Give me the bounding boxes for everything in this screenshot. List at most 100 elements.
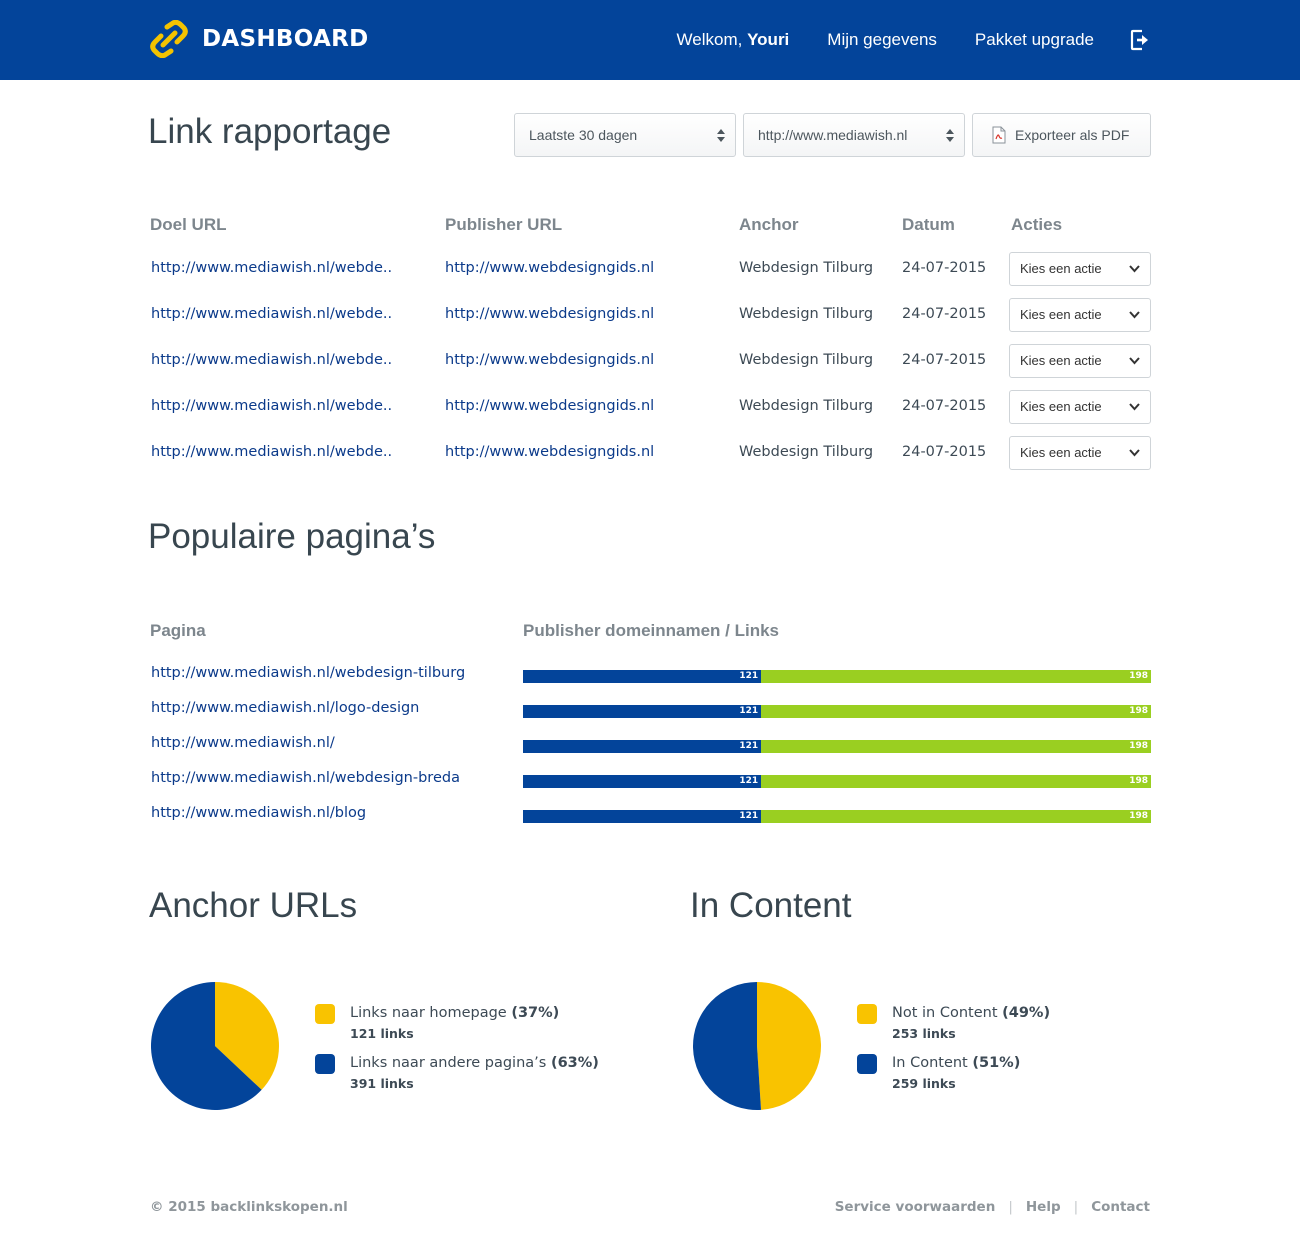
popular-page-link[interactable]: http://www.mediawish.nl/webdesign-tilbur… — [151, 665, 466, 681]
nav-mijn-gegevens[interactable]: Mijn gegevens — [827, 30, 937, 49]
legend-label-other-pages: Links naar andere pagina’s (63%) — [350, 1055, 599, 1071]
anchor-text: Webdesign Tilburg — [739, 260, 874, 276]
pie-slice — [151, 982, 262, 1110]
legend-label-not-in-content: Not in Content (49%) — [892, 1005, 1050, 1021]
popular-page-link[interactable]: http://www.mediawish.nl/blog — [151, 805, 367, 821]
action-select-value: Kies een actie — [1020, 353, 1102, 368]
publisher-url-link[interactable]: http://www.webdesigngids.nl — [445, 306, 655, 322]
footer-copyright: © 2015 backlinkskopen.nl — [150, 1199, 348, 1215]
chevron-down-icon — [1129, 449, 1140, 457]
doel-url-link[interactable]: http://www.mediawish.nl/webde.. — [151, 352, 393, 368]
chevron-down-icon — [1129, 403, 1140, 411]
links-count-label: 198 — [1129, 811, 1148, 821]
links-bar-segment: 198 — [761, 775, 1151, 788]
date-text: 24-07-2015 — [902, 398, 987, 414]
doel-url-link[interactable]: http://www.mediawish.nl/webde.. — [151, 260, 393, 276]
action-select-value: Kies een actie — [1020, 445, 1102, 460]
legend-count-homepage: 121 links — [350, 1026, 414, 1041]
doel-url-link[interactable]: http://www.mediawish.nl/webde.. — [151, 444, 393, 460]
column-header-publisher-url: Publisher URL — [445, 215, 563, 234]
domains-links-bar: 121 198 — [523, 810, 1151, 823]
action-select[interactable]: Kies een actie — [1009, 344, 1151, 378]
domains-count-label: 121 — [739, 671, 759, 681]
column-header-publisher-domains-links: Publisher domeinnamen / Links — [523, 621, 779, 640]
legend-swatch-in-content — [857, 1054, 877, 1074]
logout-icon[interactable] — [1130, 29, 1150, 51]
export-pdf-label: Exporteer als PDF — [1015, 127, 1130, 143]
footer-separator: | — [1073, 1199, 1079, 1215]
legend-swatch-homepage — [315, 1004, 335, 1024]
domains-bar-segment: 121 — [523, 775, 762, 788]
action-select[interactable]: Kies een actie — [1009, 390, 1151, 424]
link-report-title: Link rapportage — [148, 112, 392, 151]
legend-text: Links naar homepage — [350, 1005, 507, 1021]
site-select[interactable]: http://www.mediawish.nl — [743, 113, 965, 157]
welcome-user[interactable]: Welkom, Youri — [677, 30, 790, 50]
nav-pakket-upgrade[interactable]: Pakket upgrade — [974, 30, 1094, 49]
action-select[interactable]: Kies een actie — [1009, 298, 1151, 332]
chevron-down-icon — [1129, 357, 1140, 365]
domains-count-label: 121 — [739, 811, 759, 821]
popular-page-link[interactable]: http://www.mediawish.nl/logo-design — [151, 700, 420, 716]
export-pdf-button[interactable]: Exporteer als PDF — [972, 113, 1151, 157]
column-header-datum: Datum — [902, 215, 955, 234]
publisher-url-link[interactable]: http://www.webdesigngids.nl — [445, 352, 655, 368]
footer-link-help[interactable]: Help — [1025, 1199, 1061, 1215]
publisher-url-link[interactable]: http://www.webdesigngids.nl — [445, 398, 655, 414]
legend-text: Not in Content — [892, 1005, 998, 1021]
legend-swatch-other-pages — [315, 1054, 335, 1074]
select-arrows-icon — [717, 129, 725, 142]
date-text: 24-07-2015 — [902, 352, 987, 368]
anchor-text: Webdesign Tilburg — [739, 352, 874, 368]
period-select-value: Laatste 30 dagen — [529, 127, 638, 143]
domains-count-label: 121 — [739, 706, 759, 716]
chevron-down-icon — [1129, 265, 1140, 273]
links-bar-segment: 198 — [761, 670, 1151, 683]
domains-links-bar: 121 198 — [523, 740, 1151, 753]
column-header-acties: Acties — [1011, 215, 1063, 234]
legend-percent: (63%) — [550, 1055, 599, 1071]
welcome-prefix: Welkom, — [676, 30, 748, 49]
brand-title: DASHBOARD — [202, 26, 369, 52]
links-bar-segment: 198 — [761, 810, 1151, 823]
top-navigation-bar: DASHBOARD Welkom, Youri Mijn gegevens Pa… — [0, 0, 1300, 80]
domains-bar-segment: 121 — [523, 670, 762, 683]
column-header-doel-url: Doel URL — [150, 215, 227, 234]
select-arrows-icon — [946, 129, 954, 142]
date-text: 24-07-2015 — [902, 306, 987, 322]
brand[interactable]: DASHBOARD — [150, 20, 368, 58]
legend-percent: (49%) — [1002, 1005, 1051, 1021]
period-select[interactable]: Laatste 30 dagen — [514, 113, 736, 157]
domains-bar-segment: 121 — [523, 705, 762, 718]
popular-pages-title: Populaire pagina’s — [148, 517, 436, 556]
publisher-url-link[interactable]: http://www.webdesigngids.nl — [445, 260, 655, 276]
links-bar-segment: 198 — [761, 740, 1151, 753]
popular-page-link[interactable]: http://www.mediawish.nl/webdesign-breda — [151, 770, 460, 786]
chevron-down-icon — [1129, 311, 1140, 319]
links-count-label: 198 — [1129, 706, 1148, 716]
main-nav: Welkom, Youri Mijn gegevens Pakket upgra… — [639, 0, 1150, 80]
site-select-value: http://www.mediawish.nl — [758, 127, 908, 143]
links-count-label: 198 — [1129, 741, 1148, 751]
domains-count-label: 121 — [739, 776, 759, 786]
legend-count-in-content: 259 links — [892, 1076, 956, 1091]
links-count-label: 198 — [1129, 776, 1148, 786]
legend-label-homepage: Links naar homepage (37%) — [350, 1005, 559, 1021]
footer-separator: | — [1008, 1199, 1013, 1215]
domains-links-bar: 121 198 — [523, 705, 1151, 718]
doel-url-link[interactable]: http://www.mediawish.nl/webde.. — [151, 398, 393, 414]
footer-link-service-voorwaarden[interactable]: Service voorwaarden — [834, 1199, 996, 1215]
chain-link-icon — [150, 20, 188, 58]
action-select-value: Kies een actie — [1020, 261, 1102, 276]
domains-bar-segment: 121 — [523, 810, 762, 823]
anchor-urls-title: Anchor URLs — [149, 886, 358, 925]
action-select[interactable]: Kies een actie — [1009, 252, 1151, 286]
action-select[interactable]: Kies een actie — [1009, 436, 1151, 470]
popular-page-link[interactable]: http://www.mediawish.nl/ — [151, 735, 335, 751]
in-content-pie-chart — [693, 982, 822, 1110]
pie-slice — [693, 982, 762, 1110]
publisher-url-link[interactable]: http://www.webdesigngids.nl — [445, 444, 655, 460]
footer-link-contact[interactable]: Contact — [1091, 1199, 1150, 1215]
links-count-label: 198 — [1129, 671, 1148, 681]
doel-url-link[interactable]: http://www.mediawish.nl/webde.. — [151, 306, 393, 322]
